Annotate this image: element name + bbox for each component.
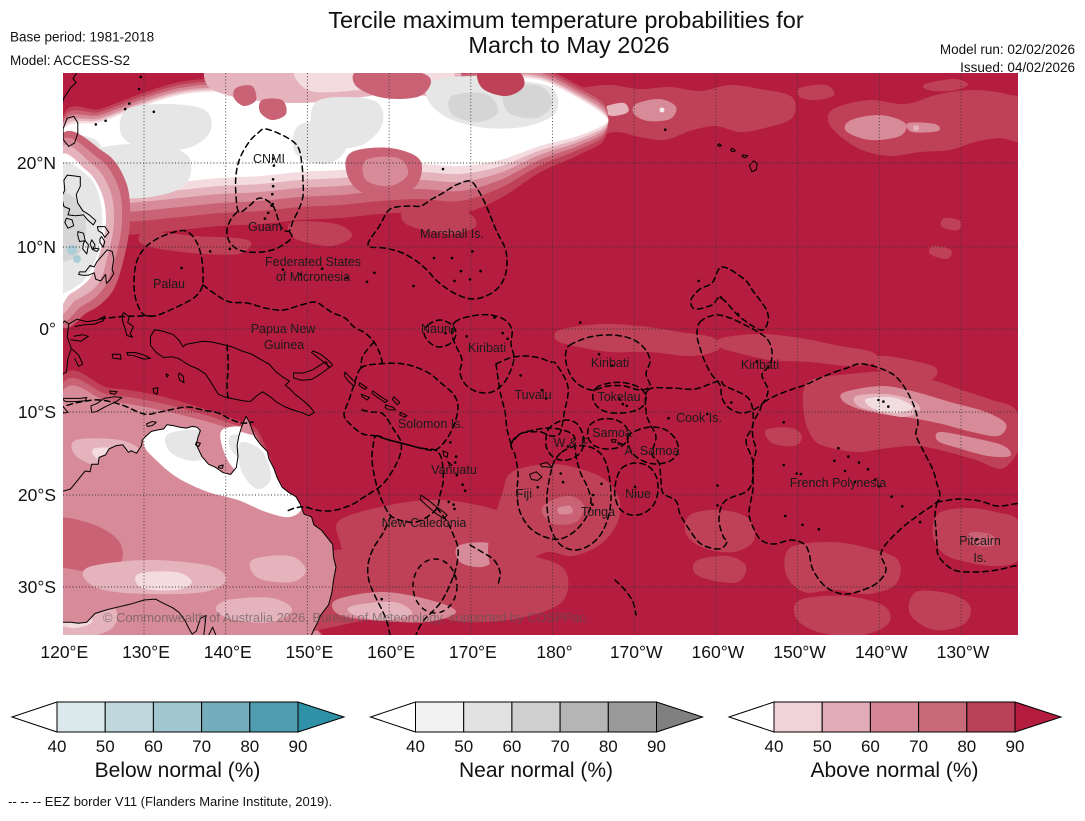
svg-text:of Micronesia: of Micronesia <box>276 270 350 284</box>
svg-text:Federated States: Federated States <box>265 255 361 269</box>
svg-text:70: 70 <box>909 737 928 756</box>
svg-text:Pitcairn: Pitcairn <box>959 534 1001 548</box>
svg-text:Vanuatu: Vanuatu <box>431 463 477 477</box>
svg-text:Solomon Is.: Solomon Is. <box>398 417 464 431</box>
svg-text:Kiribati: Kiribati <box>741 358 779 372</box>
svg-text:Guinea: Guinea <box>264 338 304 352</box>
svg-text:70: 70 <box>192 737 211 756</box>
svg-text:Below normal (%): Below normal (%) <box>95 759 261 782</box>
svg-text:Fiji: Fiji <box>516 487 532 501</box>
svg-text:170°W: 170°W <box>610 642 663 662</box>
svg-text:150°W: 150°W <box>773 642 826 662</box>
svg-text:French Polynesia: French Polynesia <box>790 476 887 490</box>
svg-text:180°: 180° <box>536 642 572 662</box>
svg-text:0°: 0° <box>39 319 56 339</box>
svg-text:Cook Is.: Cook Is. <box>676 411 722 425</box>
svg-text:50: 50 <box>96 737 115 756</box>
svg-text:140°W: 140°W <box>855 642 908 662</box>
svg-text:Marshall Is.: Marshall Is. <box>420 227 484 241</box>
svg-text:10°N: 10°N <box>17 237 56 257</box>
svg-text:10°S: 10°S <box>18 402 56 422</box>
svg-text:March to May 2026: March to May 2026 <box>468 32 669 58</box>
svg-text:Model: ACCESS-S2: Model: ACCESS-S2 <box>10 53 130 68</box>
svg-text:Base period: 1981-2018: Base period: 1981-2018 <box>10 30 154 45</box>
svg-text:60: 60 <box>861 737 880 756</box>
svg-text:Issued: 04/02/2026: Issued: 04/02/2026 <box>960 60 1075 75</box>
svg-text:50: 50 <box>813 737 832 756</box>
svg-text:80: 80 <box>957 737 976 756</box>
svg-text:Papua New: Papua New <box>251 322 317 336</box>
svg-text:Samoa: Samoa <box>592 426 632 440</box>
svg-text:60: 60 <box>502 737 521 756</box>
svg-text:Tercile maximum temperature pr: Tercile maximum temperature probabilitie… <box>328 7 804 33</box>
svg-text:Is.: Is. <box>973 551 986 565</box>
svg-text:160°E: 160°E <box>367 642 415 662</box>
svg-text:120°E: 120°E <box>40 642 88 662</box>
svg-text:© Commonwealth of Australia 20: © Commonwealth of Australia 2026, Bureau… <box>103 610 586 625</box>
svg-text:140°E: 140°E <box>204 642 252 662</box>
svg-text:80: 80 <box>599 737 618 756</box>
svg-text:40: 40 <box>765 737 784 756</box>
svg-text:70: 70 <box>551 737 570 756</box>
svg-text:A. Samoa: A. Samoa <box>625 444 680 458</box>
svg-text:40: 40 <box>406 737 425 756</box>
svg-text:Palau: Palau <box>153 277 185 291</box>
svg-text:160°W: 160°W <box>692 642 745 662</box>
svg-text:Guam: Guam <box>248 220 282 234</box>
svg-text:Near normal (%): Near normal (%) <box>459 759 613 782</box>
svg-text:Kiribati: Kiribati <box>591 356 629 370</box>
svg-text:Kiribati: Kiribati <box>468 341 506 355</box>
svg-text:80: 80 <box>240 737 259 756</box>
svg-text:Tonga: Tonga <box>581 505 615 519</box>
svg-text:30°S: 30°S <box>18 577 56 597</box>
svg-text:90: 90 <box>647 737 666 756</box>
svg-text:W & F: W & F <box>554 436 589 450</box>
svg-text:130°W: 130°W <box>937 642 990 662</box>
svg-text:New Caledonia: New Caledonia <box>382 516 467 530</box>
svg-text:50: 50 <box>454 737 473 756</box>
svg-text:90: 90 <box>289 737 308 756</box>
svg-text:20°S: 20°S <box>18 485 56 505</box>
svg-text:Tuvalu: Tuvalu <box>514 388 551 402</box>
svg-text:90: 90 <box>1006 737 1025 756</box>
svg-text:-- -- -- EEZ border V11 (Fla: -- -- -- EEZ border V11 (Flanders Marine… <box>8 794 332 809</box>
svg-text:40: 40 <box>48 737 67 756</box>
svg-text:20°N: 20°N <box>17 153 56 173</box>
svg-text:Model run: 02/02/2026: Model run: 02/02/2026 <box>940 42 1075 57</box>
svg-text:CNMI: CNMI <box>253 152 285 166</box>
svg-text:Above normal (%): Above normal (%) <box>810 759 978 782</box>
svg-text:60: 60 <box>144 737 163 756</box>
svg-text:170°E: 170°E <box>449 642 497 662</box>
svg-text:Tokelau: Tokelau <box>597 390 640 404</box>
svg-text:130°E: 130°E <box>122 642 170 662</box>
svg-text:150°E: 150°E <box>285 642 333 662</box>
svg-text:Niue: Niue <box>625 487 651 501</box>
